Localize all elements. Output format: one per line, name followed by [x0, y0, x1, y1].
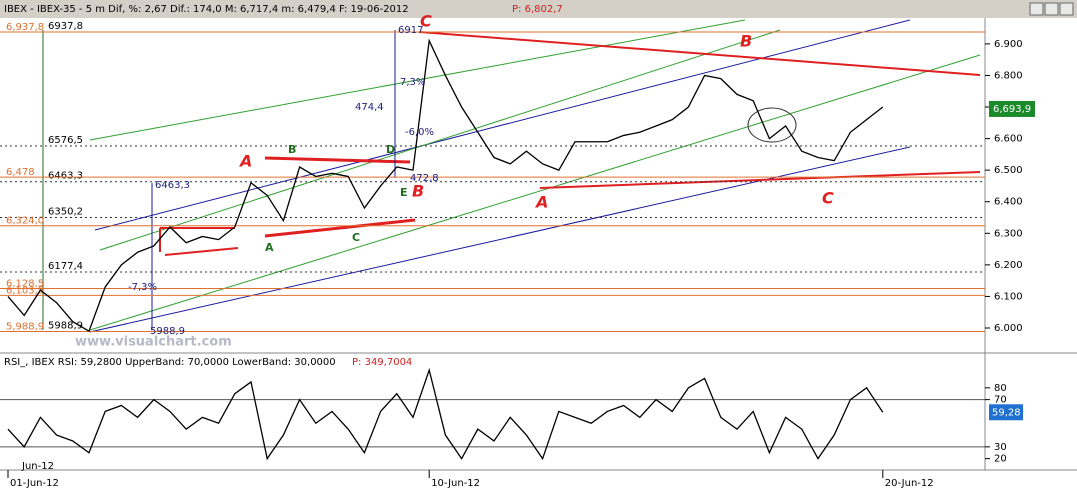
level-label: 6937,8	[48, 21, 83, 32]
y-tick-label: 20	[994, 454, 1007, 465]
y-tick-label: 6.400	[994, 197, 1023, 208]
rsi-line	[7, 367, 884, 461]
y-tick-label: 6.300	[994, 228, 1023, 239]
level-label: 6,128,5	[6, 279, 44, 290]
channel-line	[89, 19, 746, 141]
channel-line	[94, 19, 911, 231]
annotation: C	[822, 189, 834, 208]
annotation: 474,4	[355, 102, 384, 113]
trend-line	[419, 31, 981, 76]
annotation: A	[265, 241, 274, 254]
annotation: -6,0%	[405, 127, 434, 138]
level-label: 6177,4	[48, 261, 83, 272]
level-label: 6350,2	[48, 206, 83, 217]
annotation: E	[400, 186, 408, 199]
channel-line	[99, 29, 781, 251]
annotation: B	[740, 32, 752, 51]
y-tick-label: 70	[994, 395, 1007, 406]
last-value-label: 6,693,9	[993, 104, 1031, 115]
y-tick-label: 6.200	[994, 260, 1023, 271]
annotation: A	[534, 193, 548, 212]
trend-line	[164, 247, 239, 256]
annotation: C	[352, 231, 360, 244]
y-tick-label: 6.600	[994, 134, 1023, 145]
y-tick-label: 30	[994, 442, 1007, 453]
close-button[interactable]	[1059, 2, 1074, 16]
level-label: 6,478	[6, 167, 35, 178]
level-label: 6576,5	[48, 135, 83, 146]
rsi-last-box	[989, 404, 1023, 421]
annotation: C	[420, 12, 432, 31]
maximize-button[interactable]	[1044, 2, 1059, 16]
rsi-annotation: Jun-12	[21, 461, 54, 472]
y-tick-label: 6.900	[994, 39, 1023, 50]
trend-line	[264, 156, 411, 164]
annotation: -7,3%	[128, 282, 157, 293]
annotation: 5988,9	[150, 326, 185, 337]
header-price: P: 6,802,7	[512, 4, 563, 15]
level-label: 5,988,9	[6, 322, 44, 333]
x-tick-label: 01-Jun-12	[10, 478, 59, 489]
annotation: B	[412, 182, 424, 201]
x-tick-label: 10-Jun-12	[431, 478, 480, 489]
level-label: 5988,9	[48, 321, 83, 332]
level-label: 6,103,5	[6, 285, 44, 296]
y-tick-label: 6.800	[994, 70, 1023, 81]
annotation: 472,8	[410, 173, 439, 184]
level-label: 6,324,0	[6, 216, 44, 227]
annotation: D	[386, 143, 395, 156]
annotation: 7,3%	[400, 77, 425, 88]
header-title: IBEX - IBEX-35 - 5 m Dif, %: 2,67 Dif.: …	[4, 4, 409, 15]
x-tick-label: 20-Jun-12	[885, 478, 934, 489]
channel-line	[89, 146, 911, 333]
price-line	[7, 38, 884, 333]
rsi-title: RSI_, IBEX RSI: 59,2800 UpperBand: 70,00…	[4, 357, 336, 368]
watermark: www.visualchart.com	[75, 335, 232, 350]
annotation: A	[238, 152, 252, 171]
y-tick-label: 6.100	[994, 291, 1023, 302]
last-value-box	[989, 100, 1035, 117]
y-tick-label: 6.000	[994, 323, 1023, 334]
title-bar	[0, 0, 1077, 18]
level-label: 6,937,8	[6, 22, 44, 33]
trend-line	[539, 171, 981, 189]
channel-line	[89, 54, 981, 331]
annotation: B	[288, 143, 296, 156]
rsi-price: P: 349,7004	[352, 357, 412, 368]
y-tick-label: 6.500	[994, 165, 1023, 176]
trend-lines	[42, 19, 981, 333]
rsi-last-label: 59,28	[992, 407, 1021, 418]
level-label: 6463,3	[48, 171, 83, 182]
y-tick-label: 80	[994, 383, 1007, 394]
trend-line	[264, 218, 416, 238]
highlight-circle	[747, 107, 797, 143]
annotation: 6463,3	[155, 180, 190, 191]
annotation: 6917	[398, 25, 423, 36]
minimize-button[interactable]	[1029, 2, 1044, 16]
